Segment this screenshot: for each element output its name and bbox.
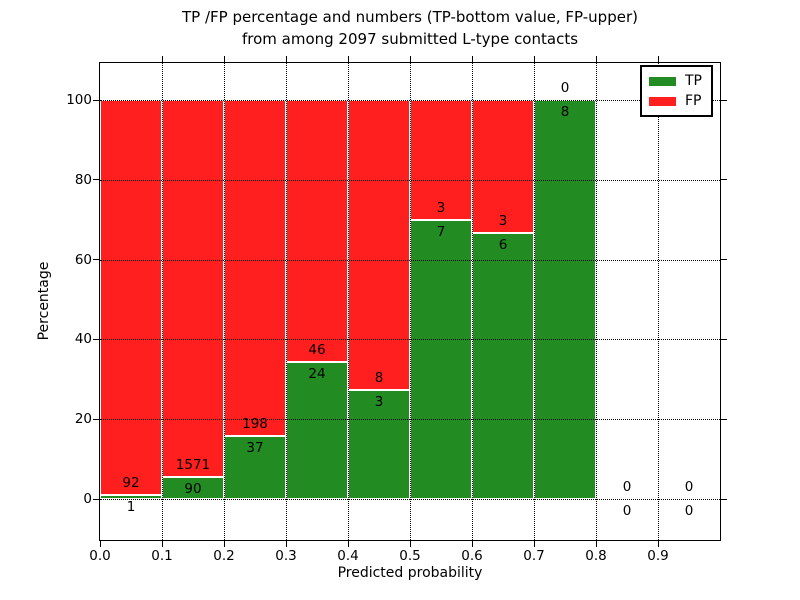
tp-count-label: 37: [246, 440, 264, 457]
x-tick-label: 0.8: [585, 548, 607, 564]
y-tick-left: [93, 498, 99, 500]
x-tick-top: [471, 56, 473, 62]
x-tick-bottom: [285, 541, 287, 547]
fp-count-label: 0: [560, 80, 570, 96]
x-tick-bottom: [595, 541, 597, 547]
x-tick-label: 0.6: [461, 548, 483, 564]
y-tick-right: [721, 498, 727, 500]
bar-segment-fp: [224, 100, 286, 437]
y-tick-right: [721, 259, 727, 261]
fp-count-label: 0: [622, 479, 632, 495]
tp-count-label: 0: [622, 503, 632, 519]
tp-count-label: 3: [374, 394, 384, 411]
x-tick-bottom: [471, 541, 473, 547]
tp-count-label: 8: [560, 104, 570, 120]
y-tick-label: 60: [74, 251, 92, 268]
x-tick-bottom: [99, 541, 101, 547]
fp-swatch: [649, 96, 676, 106]
y-tick-right: [721, 99, 727, 101]
fp-count-label: 3: [436, 199, 446, 216]
fp-count-label: 1571: [175, 457, 211, 474]
legend-entry: TP: [649, 71, 702, 91]
bar-segment-tp: [348, 390, 410, 499]
x-tick-bottom: [347, 541, 349, 547]
chart-title-line-1: TP /FP percentage and numbers (TP-bottom…: [182, 8, 638, 26]
fp-count-label: 198: [242, 416, 268, 433]
bar-segment-tp: [224, 436, 286, 499]
tp-swatch: [649, 76, 676, 86]
vertical-gridline: [347, 63, 349, 540]
legend-entry: FP: [649, 91, 702, 111]
fp-count-label: 92: [122, 474, 140, 491]
vertical-gridline: [657, 63, 659, 540]
x-tick-label: 0.1: [151, 548, 173, 564]
vertical-gridline: [533, 63, 535, 540]
fp-count-label: 8: [374, 370, 384, 387]
x-tick-top: [533, 56, 535, 62]
y-tick-left: [93, 338, 99, 340]
y-tick-label: 0: [83, 491, 92, 507]
x-tick-label: 0.3: [275, 548, 297, 564]
x-tick-top: [657, 56, 659, 62]
y-tick-left: [93, 418, 99, 420]
vertical-gridline: [223, 63, 225, 540]
y-tick-right: [721, 179, 727, 181]
x-tick-bottom: [223, 541, 225, 547]
x-tick-bottom: [657, 541, 659, 547]
vertical-gridline: [595, 63, 597, 540]
y-tick-label: 40: [74, 331, 92, 348]
fp-count-label: 0: [684, 479, 694, 495]
bar-segment-tp: [286, 362, 348, 499]
y-tick-label: 20: [74, 411, 92, 428]
bar-segment-fp: [286, 100, 348, 363]
tp-count-label: 7: [436, 223, 446, 240]
x-tick-label: 0.0: [89, 548, 111, 564]
annotations-layer: 92 1 1571 90 198 37 46 24 8 3 3 7 3 6 0 8 0 0 0 0: [100, 63, 720, 540]
vertical-gridline: [471, 63, 473, 540]
x-tick-top: [409, 56, 411, 62]
y-tick-label: 80: [74, 171, 92, 188]
vertical-gridline: [285, 63, 287, 540]
x-tick-bottom: [533, 541, 535, 547]
x-tick-top: [161, 56, 163, 62]
fp-count-label: 46: [308, 342, 326, 359]
x-tick-top: [285, 56, 287, 62]
vertical-gridline: [161, 63, 163, 540]
x-tick-top: [223, 56, 225, 62]
bar-segment-fp: [348, 100, 410, 391]
tp-count-label: 90: [184, 481, 202, 498]
x-tick-top: [347, 56, 349, 62]
fp-count-label: 3: [498, 213, 508, 229]
y-tick-right: [721, 338, 727, 340]
x-tick-label: 0.7: [523, 548, 545, 564]
x-tick-bottom: [409, 541, 411, 547]
x-tick-label: 0.5: [399, 548, 421, 564]
grid-layer: [100, 63, 720, 540]
bar-segment-tp: [472, 233, 534, 499]
bar-segment-fp: [472, 100, 534, 233]
tp-count-label: 1: [126, 498, 136, 515]
legend-entry-label: FP: [685, 93, 702, 109]
tp-count-label: 24: [308, 366, 326, 383]
y-tick-left: [93, 259, 99, 261]
x-tick-label: 0.4: [337, 548, 359, 564]
plot-area: 92 1 1571 90 198 37 46 24 8 3 3 7 3 6 0 8 0 0 0 0 TP FP: [99, 62, 721, 541]
y-tick-label: 100: [66, 92, 92, 108]
legend-entry-label: TP: [685, 73, 702, 89]
y-tick-left: [93, 99, 99, 101]
y-tick-right: [721, 418, 727, 420]
tp-count-label: 0: [684, 503, 694, 519]
chart-title-line-2: from among 2097 submitted L-type contact…: [241, 30, 579, 48]
x-tick-top: [595, 56, 597, 62]
x-tick-label: 0.2: [213, 548, 235, 564]
x-tick-bottom: [161, 541, 163, 547]
y-tick-left: [93, 179, 99, 181]
x-axis-label: Predicted probability: [337, 565, 483, 581]
legend: TP FP: [640, 65, 713, 117]
tp-count-label: 6: [498, 237, 508, 253]
x-tick-label: 0.9: [647, 548, 669, 564]
vertical-gridline: [409, 63, 411, 540]
y-axis-label: Percentage: [36, 261, 52, 341]
